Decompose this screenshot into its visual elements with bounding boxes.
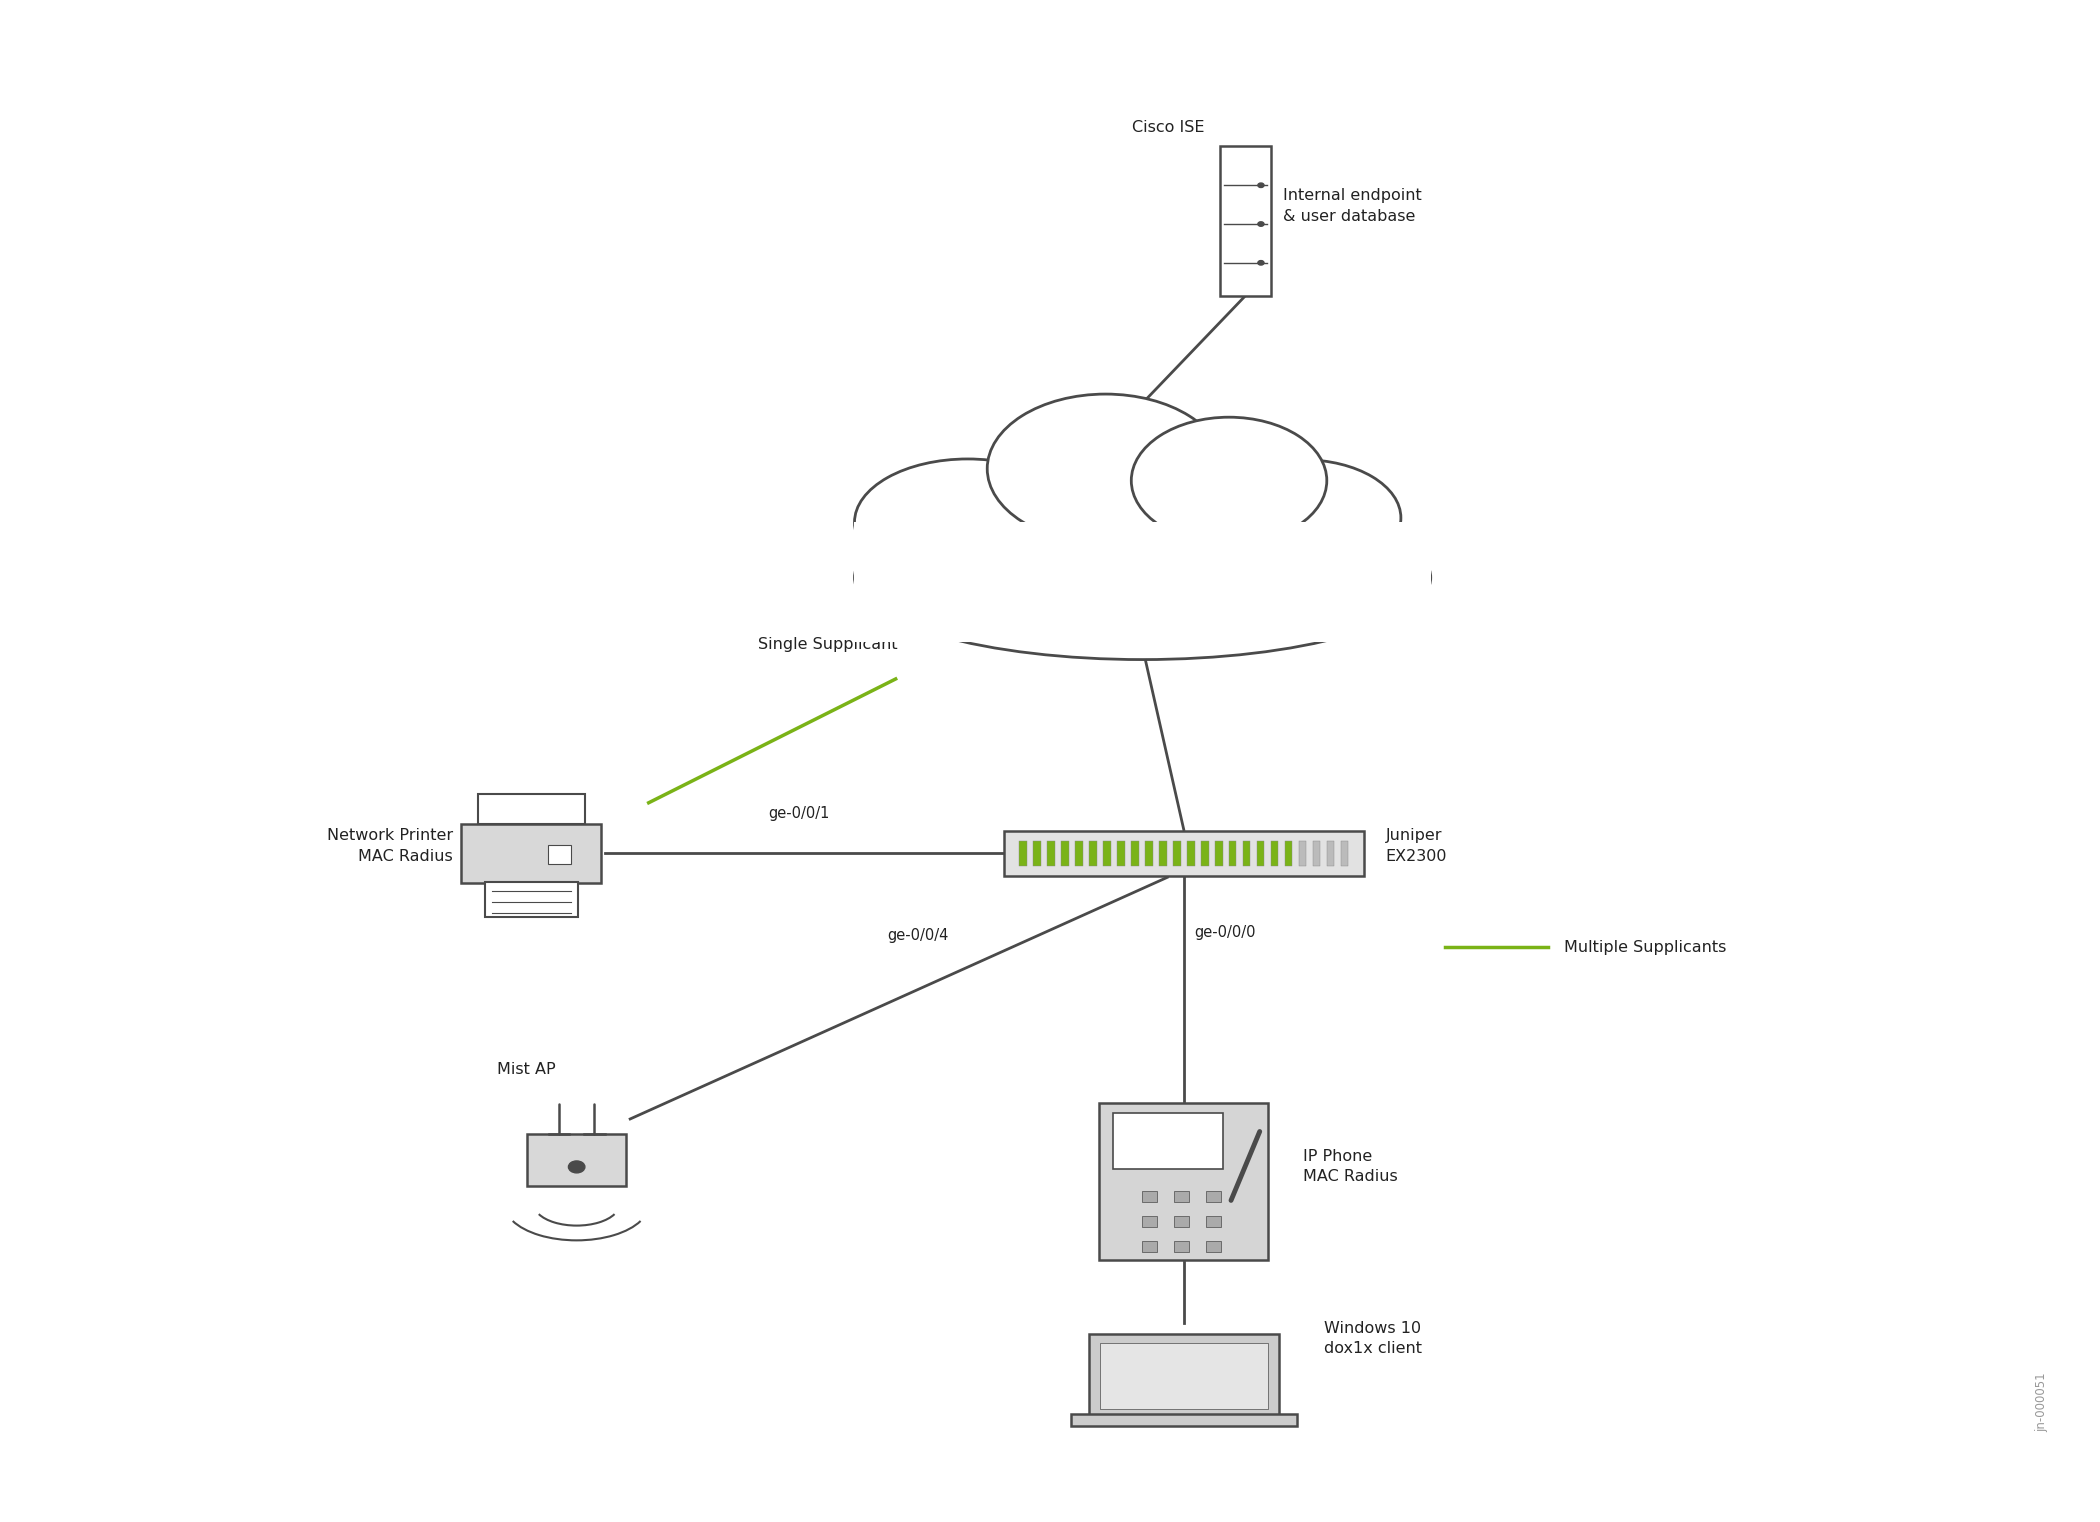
FancyBboxPatch shape: [1142, 1240, 1157, 1253]
FancyBboxPatch shape: [1205, 1216, 1220, 1227]
FancyBboxPatch shape: [1004, 831, 1363, 875]
FancyBboxPatch shape: [1075, 842, 1084, 866]
FancyBboxPatch shape: [1100, 1342, 1268, 1409]
Text: Windows 10
dox1x client: Windows 10 dox1x client: [1323, 1321, 1422, 1356]
Circle shape: [1258, 222, 1264, 227]
FancyBboxPatch shape: [485, 881, 578, 916]
FancyBboxPatch shape: [855, 522, 1430, 642]
Text: ge-0/0/0: ge-0/0/0: [1195, 925, 1256, 941]
Text: Single Supplicant: Single Supplicant: [758, 638, 897, 651]
FancyBboxPatch shape: [1340, 842, 1348, 866]
Text: Cisco ISE: Cisco ISE: [1132, 120, 1205, 134]
FancyBboxPatch shape: [1159, 842, 1168, 866]
FancyBboxPatch shape: [1100, 1103, 1268, 1260]
FancyBboxPatch shape: [1201, 842, 1207, 866]
FancyBboxPatch shape: [1174, 1216, 1189, 1227]
Text: Internal endpoint
& user database: Internal endpoint & user database: [1283, 189, 1422, 224]
Ellipse shape: [987, 394, 1224, 543]
FancyBboxPatch shape: [1228, 842, 1237, 866]
FancyBboxPatch shape: [1132, 842, 1138, 866]
FancyBboxPatch shape: [1256, 842, 1264, 866]
FancyBboxPatch shape: [1117, 842, 1126, 866]
FancyBboxPatch shape: [462, 823, 601, 883]
FancyBboxPatch shape: [1270, 842, 1279, 866]
Text: Network Printer
MAC Radius: Network Printer MAC Radius: [328, 828, 454, 863]
Circle shape: [569, 1161, 586, 1173]
Text: IP Phone
MAC Radius: IP Phone MAC Radius: [1304, 1149, 1399, 1184]
FancyBboxPatch shape: [1174, 1240, 1189, 1253]
FancyBboxPatch shape: [1071, 1414, 1298, 1426]
Ellipse shape: [1132, 417, 1327, 543]
Text: Multiple Supplicants: Multiple Supplicants: [1564, 941, 1726, 954]
FancyBboxPatch shape: [1216, 842, 1222, 866]
Text: Mist AP: Mist AP: [498, 1062, 556, 1078]
Text: ge-0/0/4: ge-0/0/4: [888, 928, 949, 944]
Ellipse shape: [855, 460, 1082, 586]
Circle shape: [1258, 183, 1264, 187]
FancyBboxPatch shape: [527, 1134, 626, 1186]
FancyBboxPatch shape: [1033, 842, 1042, 866]
FancyBboxPatch shape: [1088, 1335, 1279, 1415]
FancyBboxPatch shape: [1285, 842, 1292, 866]
FancyBboxPatch shape: [1142, 1190, 1157, 1202]
FancyBboxPatch shape: [1048, 842, 1054, 866]
FancyBboxPatch shape: [1102, 842, 1111, 866]
FancyBboxPatch shape: [1220, 146, 1270, 295]
Text: jn-000051: jn-000051: [2035, 1373, 2047, 1432]
FancyBboxPatch shape: [1186, 842, 1195, 866]
FancyBboxPatch shape: [1205, 1190, 1220, 1202]
Text: ge-0/0/1: ge-0/0/1: [769, 805, 830, 820]
FancyBboxPatch shape: [1243, 842, 1250, 866]
Text: Juniper
EX2300: Juniper EX2300: [1386, 828, 1447, 863]
Circle shape: [1258, 260, 1264, 265]
FancyBboxPatch shape: [1298, 842, 1306, 866]
FancyBboxPatch shape: [1113, 1113, 1222, 1169]
FancyBboxPatch shape: [1018, 842, 1027, 866]
Ellipse shape: [1205, 460, 1401, 575]
Text: IP Network: IP Network: [1102, 531, 1203, 549]
FancyBboxPatch shape: [1090, 842, 1096, 866]
FancyBboxPatch shape: [1144, 842, 1153, 866]
FancyBboxPatch shape: [1060, 842, 1069, 866]
FancyBboxPatch shape: [1327, 842, 1334, 866]
FancyBboxPatch shape: [1312, 842, 1321, 866]
FancyBboxPatch shape: [548, 845, 571, 864]
FancyBboxPatch shape: [1142, 1216, 1157, 1227]
Ellipse shape: [855, 496, 1430, 659]
FancyBboxPatch shape: [479, 794, 584, 823]
FancyBboxPatch shape: [1174, 1190, 1189, 1202]
FancyBboxPatch shape: [1205, 1240, 1220, 1253]
FancyBboxPatch shape: [1174, 842, 1180, 866]
